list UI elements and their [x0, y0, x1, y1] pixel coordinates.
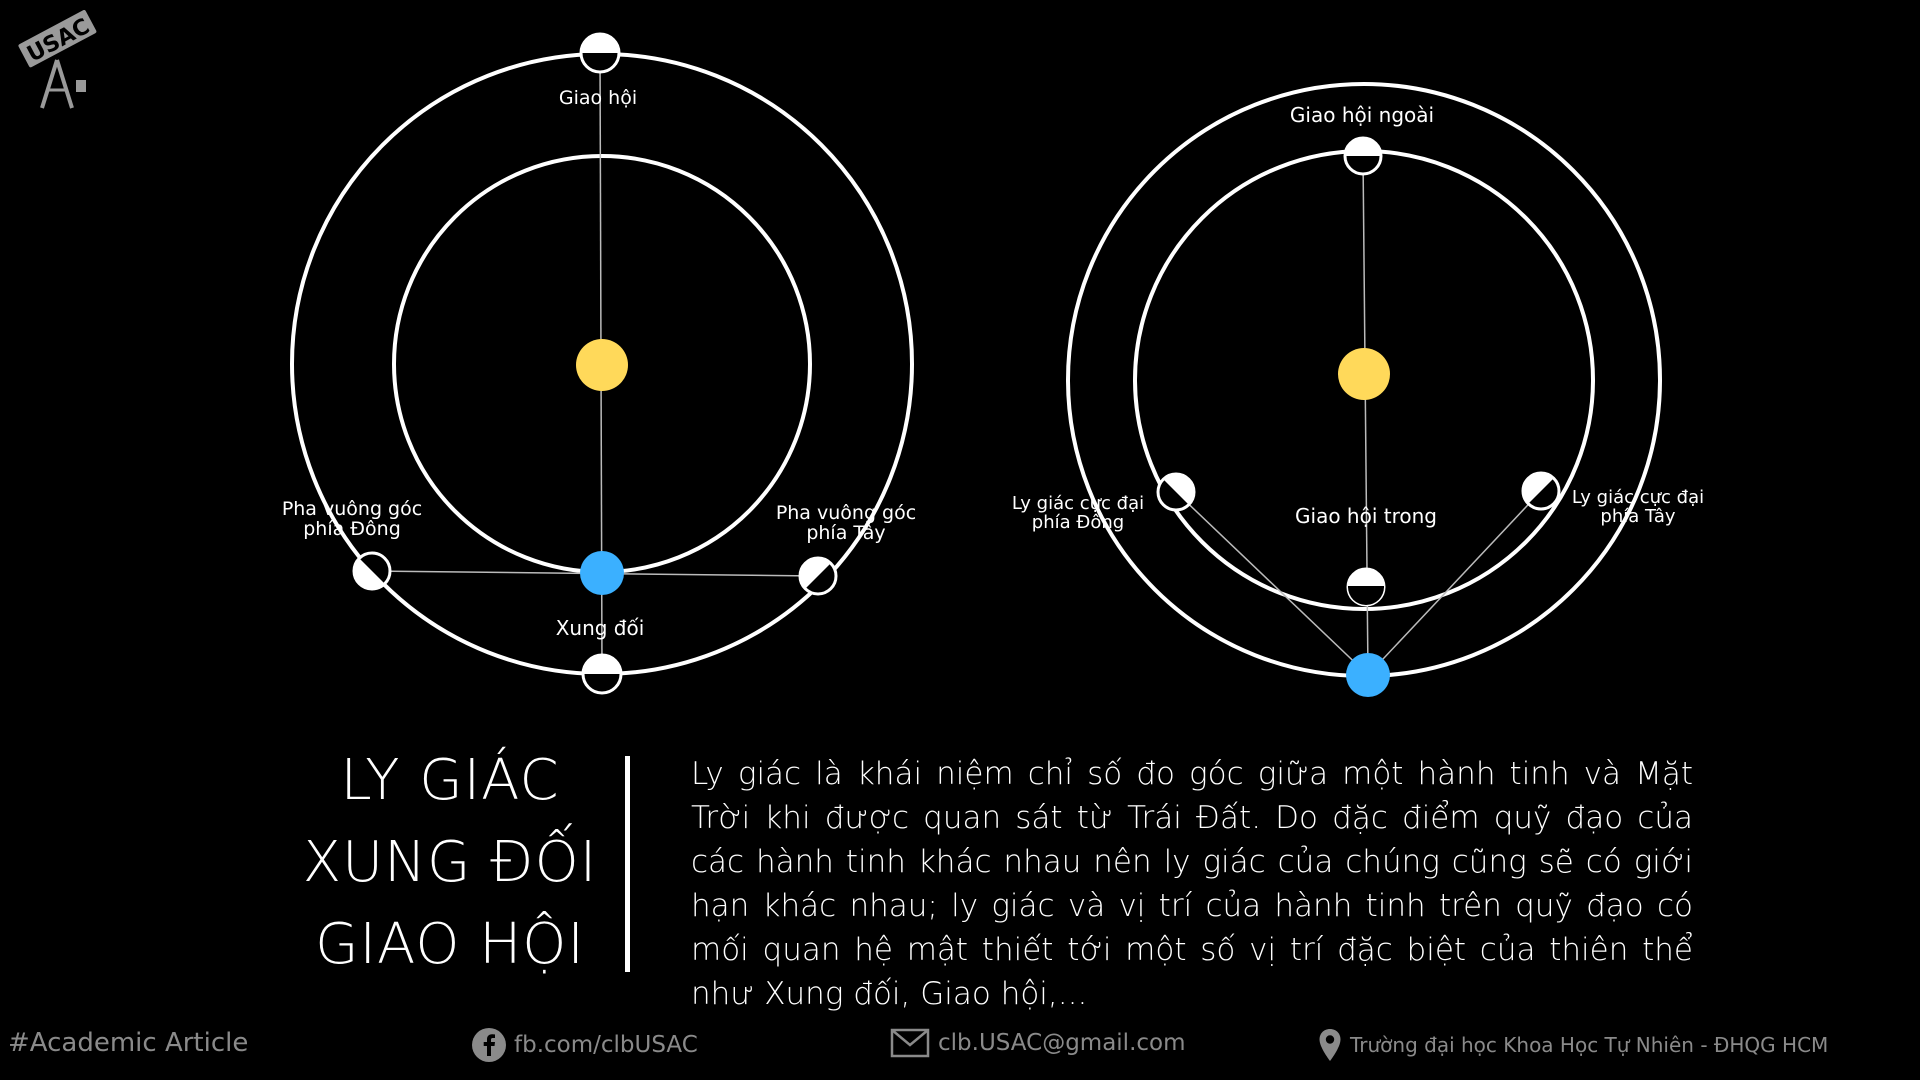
label-superior-conjunction: Giao hội ngoài — [1290, 103, 1434, 127]
diagram-right: Giao hội ngoài Giao hội trong Ly giác cự… — [1012, 82, 1704, 697]
earth — [580, 551, 624, 595]
planet-conjunction — [579, 32, 621, 74]
facebook-icon — [472, 1028, 506, 1062]
title-line-2: XUNG ĐỐI — [302, 830, 598, 895]
planet-west-elongation — [1521, 471, 1561, 511]
footer-facebook-text: fb.com/clbUSAC — [514, 1032, 698, 1058]
planet-west-quadrature — [798, 556, 838, 596]
sun-right — [1338, 348, 1390, 400]
planet-opposition — [581, 653, 623, 695]
sun — [576, 339, 628, 391]
label-conjunction: Giao hội — [559, 87, 637, 109]
label-west-quadrature-1: Pha vuông góc — [776, 502, 916, 524]
label-opposition: Xung đối — [556, 616, 645, 640]
location-pin-icon — [1319, 1029, 1341, 1061]
footer-facebook-link[interactable]: fb.com/clbUSAC — [472, 1028, 698, 1062]
earth-right — [1346, 653, 1390, 697]
label-east-quadrature-1: Pha vuông góc — [282, 498, 422, 520]
planet-inferior-conjunction — [1346, 567, 1386, 607]
sight-line-west-elongation — [1367, 490, 1542, 676]
title-divider — [625, 756, 630, 972]
footer-email-text: clb.USAC@gmail.com — [938, 1030, 1186, 1056]
footer-email-link[interactable]: clb.USAC@gmail.com — [890, 1028, 1186, 1058]
label-east-elongation-2: phía Đông — [1032, 512, 1124, 533]
title-line-3: GIAO HỘI — [315, 912, 585, 977]
label-east-quadrature-2: phía Đông — [303, 518, 401, 540]
label-east-elongation-1: Ly giác cực đại — [1012, 493, 1144, 514]
planet-east-quadrature — [352, 551, 392, 591]
mail-icon — [890, 1028, 930, 1058]
description-text: Ly giác là khái niệm chỉ số đo góc giữa … — [691, 756, 1693, 1012]
footer-hashtag: #Academic Article — [8, 1028, 249, 1058]
usac-logo: USAC — [12, 10, 102, 110]
label-west-elongation-1: Ly giác cực đại — [1572, 487, 1704, 508]
label-west-quadrature-2: phía Tây — [806, 522, 885, 544]
footer-address: Trường đại học Khoa Học Tự Nhiên - ĐHQG … — [1318, 1028, 1828, 1062]
label-west-elongation-2: phía Tây — [1600, 506, 1676, 527]
orbit-diagrams: Giao hội Pha vuông góc phía Đông Pha vuô… — [282, 32, 1704, 697]
page-title: LY GIÁC XUNG ĐỐI GIAO HỘI — [250, 740, 650, 986]
footer-address-text: Trường đại học Khoa Học Tự Nhiên - ĐHQG … — [1350, 1033, 1829, 1057]
planet-east-elongation — [1156, 472, 1196, 512]
sight-line-east-elongation — [1175, 491, 1369, 676]
title-line-1: LY GIÁC — [340, 748, 560, 813]
planet-superior-conjunction — [1343, 136, 1383, 176]
telescope-logo-icon: USAC — [18, 10, 97, 109]
diagram-left: Giao hội Pha vuông góc phía Đông Pha vuô… — [282, 32, 916, 695]
label-inferior-conjunction: Giao hội trong — [1295, 504, 1437, 528]
footer: #Academic Article fb.com/clbUSAC clb.USA… — [0, 1020, 1920, 1070]
